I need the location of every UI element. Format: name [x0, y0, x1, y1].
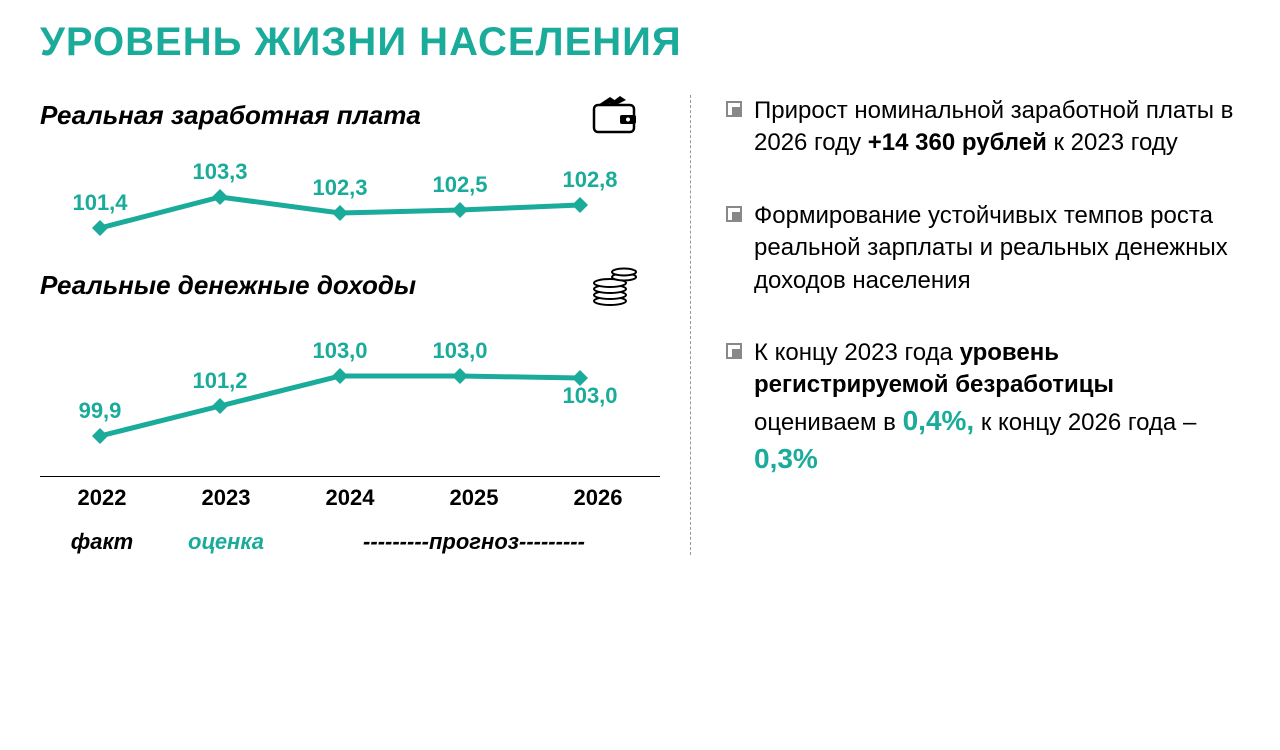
svg-text:103,0: 103,0: [312, 338, 367, 363]
income-chart-block: Реальные денежные доходы 99,9 101,2 103,0 1…: [40, 263, 660, 466]
bullet-text: Прирост номинальной заработной платы в 2…: [754, 95, 1240, 160]
bullet-item: Формирование устойчивых темпов роста реа…: [726, 200, 1240, 297]
svg-text:101,2: 101,2: [192, 368, 247, 393]
page-title: УРОВЕНЬ ЖИЗНИ НАСЕЛЕНИЯ: [40, 20, 1240, 65]
bullet-text: К концу 2023 года уровень регистрируемой…: [754, 337, 1240, 477]
bullet-item: К концу 2023 года уровень регистрируемой…: [726, 337, 1240, 477]
svg-text:101,4: 101,4: [72, 190, 128, 215]
bullet-marker-icon: [726, 206, 742, 222]
x-axis-year: 2023: [164, 485, 288, 511]
content-area: Реальная заработная плата 101,4 103,3 102,…: [40, 95, 1240, 555]
salary-chart-title: Реальная заработная плата: [40, 100, 421, 131]
bullet-item: Прирост номинальной заработной платы в 2…: [726, 95, 1240, 160]
svg-text:102,3: 102,3: [312, 175, 367, 200]
legend-fact: факт: [40, 529, 164, 555]
bullet-marker-icon: [726, 101, 742, 117]
charts-column: Реальная заработная плата 101,4 103,3 102,…: [40, 95, 660, 555]
x-axis-year: 2024: [288, 485, 412, 511]
salary-line-chart: 101,4 103,3 102,3 102,5 102,8: [40, 143, 640, 253]
bullet-text: Формирование устойчивых темпов роста реа…: [754, 200, 1240, 297]
x-axis-year: 2026: [536, 485, 660, 511]
legend-forecast: ---------прогноз---------: [288, 529, 660, 555]
x-axis-labels: 20222023202420252026: [40, 476, 660, 511]
x-axis-year: 2022: [40, 485, 164, 511]
wallet-icon: [590, 95, 640, 135]
svg-text:103,0: 103,0: [432, 338, 487, 363]
svg-text:99,9: 99,9: [79, 398, 122, 423]
svg-text:103,3: 103,3: [192, 159, 247, 184]
legend-row: факт оценка ---------прогноз---------: [40, 529, 660, 555]
income-chart-title: Реальные денежные доходы: [40, 270, 416, 301]
coins-icon: [590, 263, 640, 308]
bullet-marker-icon: [726, 343, 742, 359]
legend-estimate: оценка: [164, 529, 288, 555]
bullets-column: Прирост номинальной заработной платы в 2…: [690, 95, 1240, 555]
svg-text:103,0: 103,0: [562, 383, 617, 408]
svg-text:102,5: 102,5: [432, 172, 487, 197]
svg-text:102,8: 102,8: [562, 167, 617, 192]
x-axis-year: 2025: [412, 485, 536, 511]
salary-chart-block: Реальная заработная плата 101,4 103,3 102,…: [40, 95, 660, 253]
income-line-chart: 99,9 101,2 103,0 103,0 103,0: [40, 316, 640, 466]
